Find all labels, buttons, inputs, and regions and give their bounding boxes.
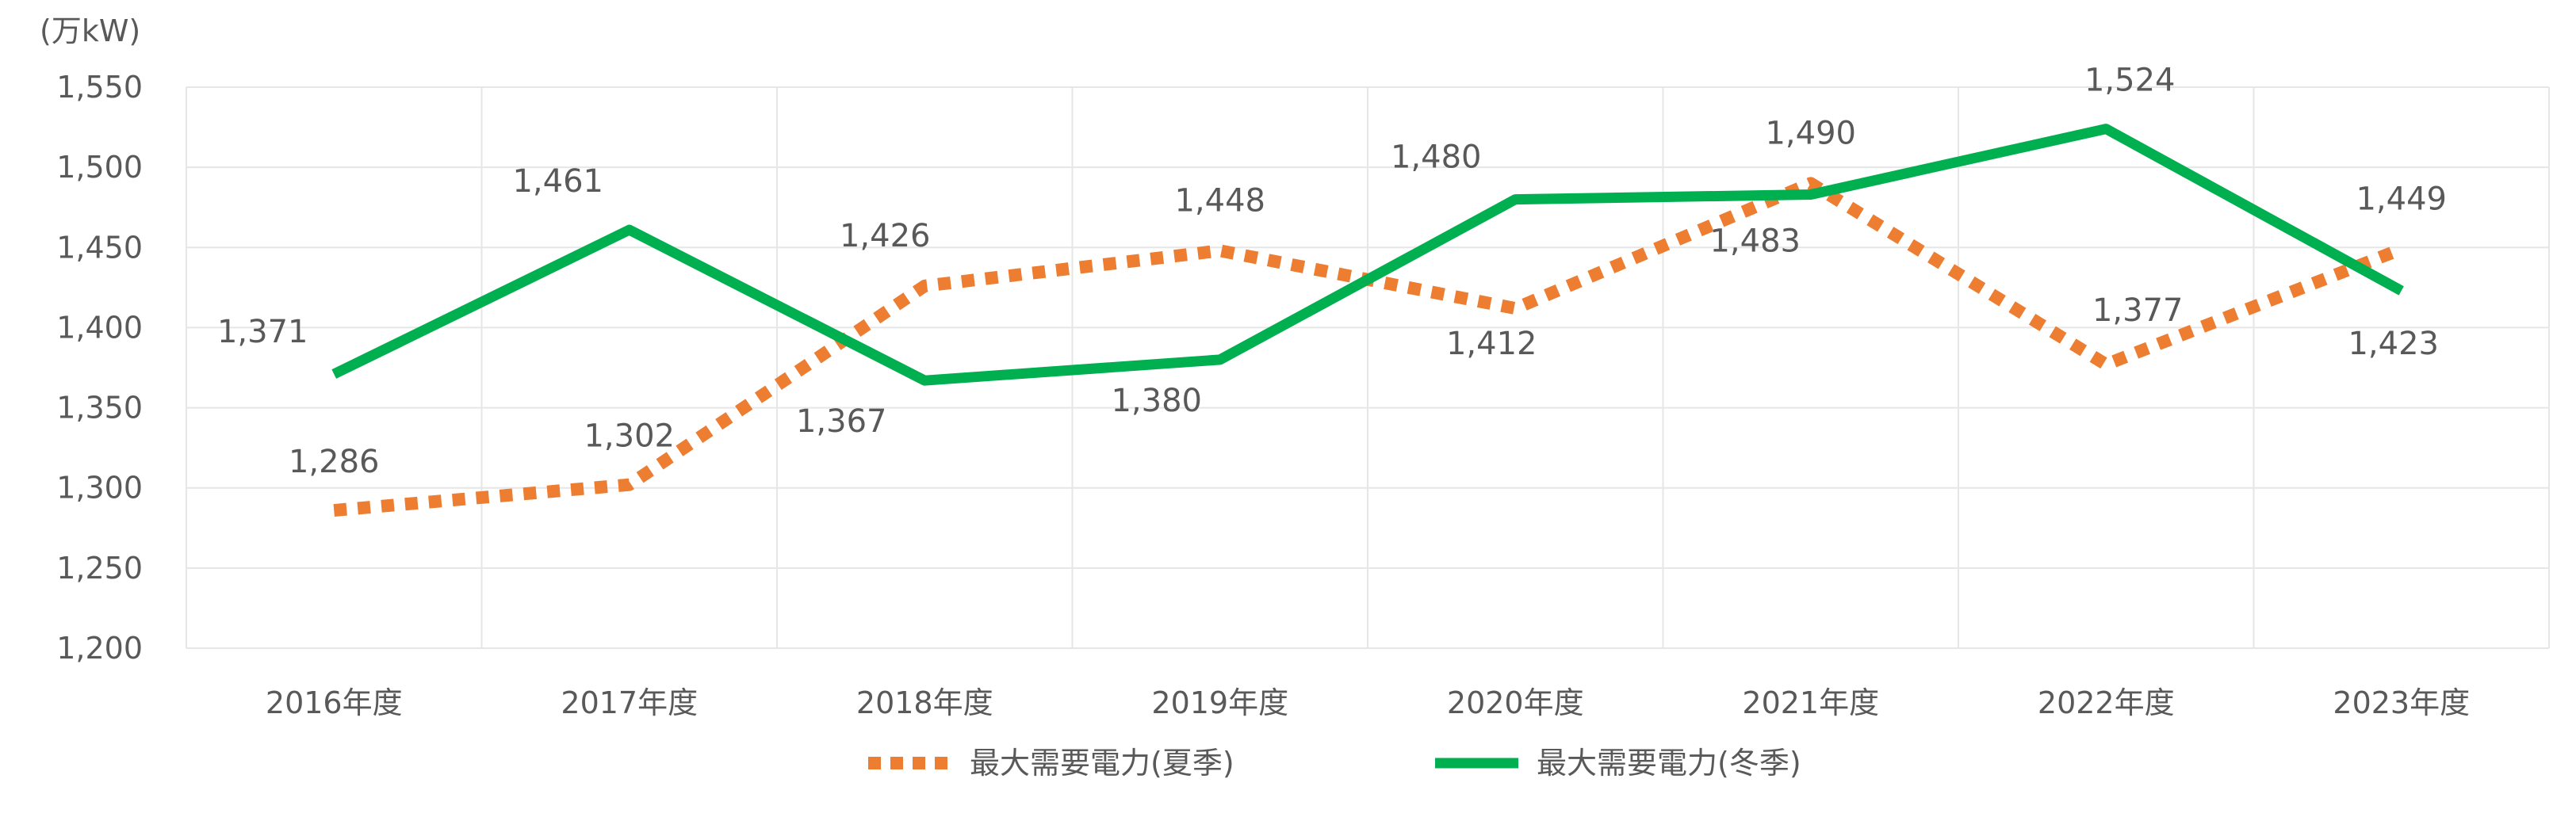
y-tick-label: 1,500 — [56, 150, 143, 185]
data-labels: 1,286 1,302 1,426 1,448 1,412 1,490 1,377 1,449… — [217, 63, 2447, 480]
winter-data-label: 1,524 — [2084, 63, 2176, 99]
summer-data-label: 1,377 — [2092, 292, 2184, 329]
x-tick-label: 2018年度 — [856, 685, 993, 720]
winter-data-label: 1,461 — [512, 163, 603, 200]
x-tick-label: 2022年度 — [2038, 685, 2175, 720]
y-tick-label: 1,400 — [56, 310, 143, 345]
winter-data-label: 1,423 — [2348, 326, 2439, 362]
x-tick-label: 2020年度 — [1447, 685, 1584, 720]
y-tick-label: 1,250 — [56, 551, 143, 586]
x-tick-label: 2023年度 — [2333, 685, 2470, 720]
x-tick-label: 2019年度 — [1151, 685, 1288, 720]
legend-label-winter: 最大需要電力(冬季) — [1537, 746, 1801, 781]
legend: 最大需要電力(夏季) 最大需要電力(冬季) — [868, 746, 1801, 781]
series-lines — [331, 124, 2404, 517]
winter-demand-line — [331, 124, 2404, 386]
y-tick-label: 1,350 — [56, 391, 143, 426]
winter-data-label: 1,483 — [1709, 223, 1801, 260]
summer-data-label: 1,426 — [840, 218, 931, 254]
summer-data-label: 1,449 — [2356, 181, 2447, 217]
y-tick-label: 1,200 — [56, 631, 143, 666]
summer-data-label: 1,490 — [1765, 115, 1856, 151]
x-tick-label: 2021年度 — [1742, 685, 1879, 720]
y-tick-label: 1,300 — [56, 471, 143, 506]
y-axis-unit-label: (万kW) — [40, 13, 140, 48]
winter-data-label: 1,367 — [796, 403, 887, 440]
legend-label-summer: 最大需要電力(夏季) — [970, 746, 1234, 781]
summer-data-label: 1,302 — [584, 418, 675, 455]
summer-data-label: 1,448 — [1174, 182, 1265, 219]
x-tick-label: 2016年度 — [266, 685, 403, 720]
winter-data-label: 1,371 — [217, 314, 308, 350]
axes: 1,200 1,250 1,300 1,350 1,400 1,450 1,500 1,550… — [56, 70, 2470, 720]
x-tick-label: 2017年度 — [561, 685, 698, 720]
y-tick-label: 1,450 — [56, 230, 143, 265]
winter-data-label: 1,480 — [1391, 139, 1482, 176]
winter-data-label: 1,380 — [1111, 383, 1202, 419]
y-tick-label: 1,550 — [56, 70, 143, 105]
summer-data-label: 1,286 — [289, 444, 380, 480]
summer-data-label: 1,412 — [1446, 326, 1537, 362]
